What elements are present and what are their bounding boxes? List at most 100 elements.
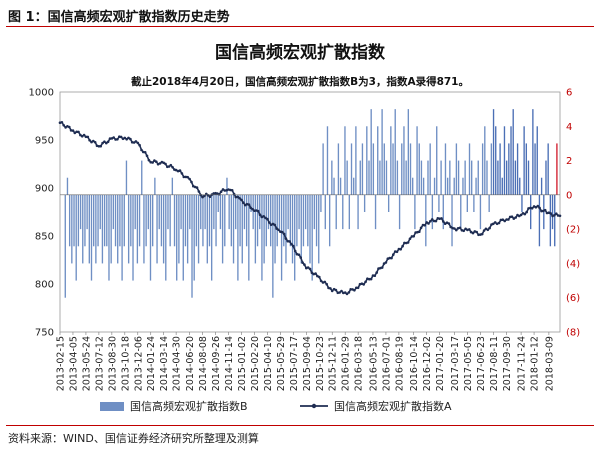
right-tick-label: (4) [566,259,580,270]
line-point-a [408,237,412,240]
plot-area [59,91,561,333]
line-point-a [236,195,240,199]
x-tick-label: 2015-02-20 [250,336,261,391]
bar-b [167,194,169,230]
x-tick-label: 2013-04-05 [68,336,79,391]
bar-b [477,160,479,195]
bar-b [514,160,517,195]
bar-b [267,194,270,230]
chart: 国信高频宏观扩散指数 截止2018年4月20日，国信高频宏观扩散指数B为3，指数… [29,42,581,413]
bar-b [328,194,331,247]
line-point-a [293,249,297,253]
bar-b [392,143,394,195]
line-point-a [134,140,138,143]
line-point-a [153,159,156,162]
bar-b [243,194,246,230]
x-tick-label: 2013-02-15 [56,336,67,391]
line-point-a [282,232,286,236]
legend-label-b: 国信高频宏观扩散指数B [130,399,248,413]
x-tick-label: 2014-08-08 [198,336,209,391]
line-point-a [364,280,367,284]
bar-b [385,160,388,195]
bar-b [412,177,414,195]
bar-b [235,194,237,230]
bar-b [204,194,206,230]
bar-b [285,194,287,264]
figure-label: 图 1：国信高频宏观扩散指数历史走势 [8,10,230,25]
bar-b [171,177,174,195]
line-point-a [249,206,252,210]
bottom-rule [6,425,594,426]
line-point-a [523,212,527,216]
line-point-a [482,229,486,232]
line-point-a [242,201,245,204]
legend: 国信高频宏观扩散指数B 国信高频宏观扩散指数A [100,399,452,413]
line-point-a [325,282,329,286]
line-point-a [318,275,321,279]
bar-b [451,194,453,247]
bar-b [160,194,163,247]
bar-b [158,194,160,230]
x-tick-label: 2014-03-14 [159,336,170,391]
line-point-a [68,125,71,129]
line-point-a [477,233,480,237]
bar-b [219,194,222,230]
right-axis: 6 4 2 0 (2) (4) (6) (8) [566,88,580,339]
bar-b [182,194,184,281]
x-tick-label: 2016-05-13 [368,336,379,391]
bar-b [210,194,213,281]
line-point-a [62,124,65,127]
x-tick-label: 2016-10-14 [409,336,420,391]
line-point-a [455,228,458,232]
bar-b [444,143,447,195]
bar-b [103,194,106,247]
line-point-a [349,288,353,291]
bar-b [396,160,399,195]
bar-b [545,160,547,195]
line-point-a [155,160,158,163]
bar-b [71,194,73,264]
line-point-a [440,217,443,220]
bar-b [471,160,473,195]
bar-b [173,194,176,247]
bar-b [379,160,381,195]
line-point-a [343,291,347,294]
x-tick-label: 2013-10-18 [120,336,131,391]
bar-b [547,143,549,195]
line-point-a [180,172,184,175]
x-tick-label: 2014-09-26 [211,336,222,391]
line-point-a [147,158,151,162]
line-point-a [538,206,541,210]
bar-b [556,143,558,195]
bar-b [324,194,326,230]
line-point-a [138,143,141,147]
bar-b [250,194,252,212]
bar-b [468,143,471,195]
line-point-a [266,217,269,221]
bar-b [309,194,311,264]
bar-b [230,194,233,247]
line-point-a [362,283,366,286]
line-point-a [423,224,427,227]
line-point-a [412,235,416,238]
bar-b [337,143,340,195]
bar-b [184,194,187,247]
bar-b [119,194,121,247]
line-point-a [306,266,310,269]
line-point-a [399,248,403,251]
line-point-a [392,253,395,256]
bar-b [283,194,285,247]
line-point-a [288,240,291,243]
line-point-a [499,218,503,222]
bar-b [197,194,200,264]
legend-swatch-b [100,402,124,411]
bar-b [390,126,392,195]
bar-b [165,194,167,281]
line-point-a [292,244,295,248]
line-point-a [143,151,147,154]
bar-b [64,194,66,298]
left-axis: 1000 950 900 850 800 750 [29,88,54,339]
line-point-a [208,195,212,198]
source-note: 资料来源：WIND、国信证券经济研究所整理及测算 [8,432,259,445]
line-point-a [140,148,143,152]
